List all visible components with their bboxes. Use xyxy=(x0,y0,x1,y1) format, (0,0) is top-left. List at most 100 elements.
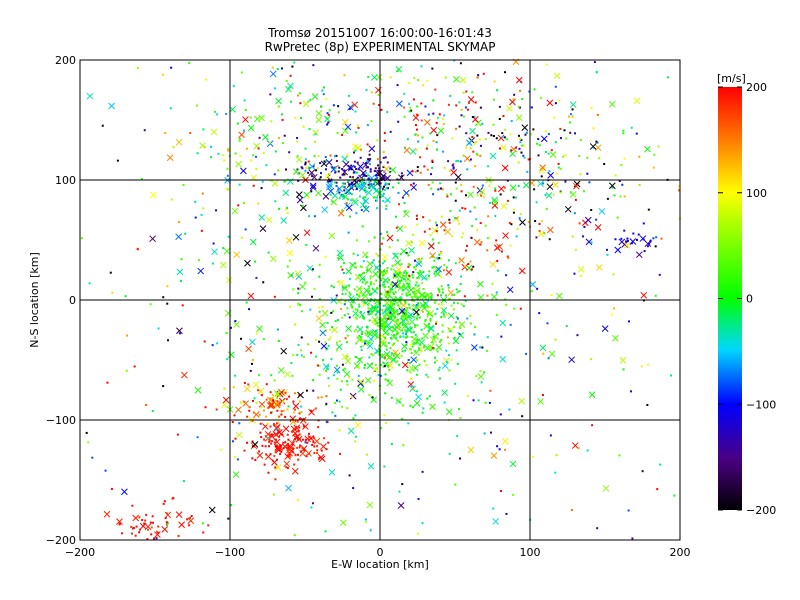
scatter-point-dot xyxy=(164,131,167,134)
scatter-point-dot xyxy=(283,180,286,183)
scatter-point-dot xyxy=(379,161,382,164)
scatter-point-dot xyxy=(605,248,608,251)
scatter-point-dot xyxy=(368,163,371,166)
scatter-point-dot xyxy=(305,158,308,161)
scatter-point-dot xyxy=(519,141,522,144)
scatter-point-dot xyxy=(536,287,539,290)
scatter-point-dot xyxy=(365,453,368,456)
scatter-point-dot xyxy=(368,153,371,156)
scatter-point-dot xyxy=(548,238,551,241)
scatter-point-dot xyxy=(429,317,432,320)
scatter-point-dot xyxy=(436,116,439,119)
scatter-point-dot xyxy=(519,89,522,92)
scatter-point-dot xyxy=(494,189,497,192)
scatter-point-dot xyxy=(320,449,323,452)
scatter-point-dot xyxy=(408,103,411,106)
scatter-point-dot xyxy=(298,426,301,429)
scatter-point-x xyxy=(235,406,242,414)
scatter-point-dot xyxy=(427,376,430,379)
scatter-point-dot xyxy=(348,277,351,280)
scatter-point-dot xyxy=(233,414,236,417)
scatter-point-dot xyxy=(418,289,421,292)
scatter-point-dot xyxy=(351,177,354,180)
scatter-point-dot xyxy=(477,122,480,125)
scatter-point-dot xyxy=(182,183,185,186)
scatter-point-dot xyxy=(622,368,625,371)
scatter-point-dot xyxy=(252,411,255,414)
scatter-point-dot xyxy=(310,190,313,193)
scatter-point-dot xyxy=(435,224,438,227)
scatter-point-dot xyxy=(261,444,264,447)
scatter-point-dot xyxy=(503,136,506,139)
scatter-point-dot xyxy=(452,301,455,304)
scatter-point-dot xyxy=(131,504,134,507)
scatter-point-dot xyxy=(398,280,401,283)
scatter-point-dot xyxy=(203,145,206,148)
scatter-point-dot xyxy=(439,182,442,185)
scatter-point-dot xyxy=(383,414,386,417)
scatter-point-dot xyxy=(376,139,379,142)
scatter-point-dot xyxy=(655,236,658,239)
scatter-point-dot xyxy=(475,375,478,378)
scatter-point-dot xyxy=(409,371,412,374)
scatter-point-dot xyxy=(412,299,415,302)
scatter-point-dot xyxy=(643,250,646,253)
scatter-point-dot xyxy=(397,321,400,324)
scatter-point-dot xyxy=(449,330,452,333)
scatter-point-x xyxy=(493,244,501,252)
scatter-point-dot xyxy=(395,319,398,322)
scatter-point-dot xyxy=(408,362,411,365)
scatter-point-dot xyxy=(379,374,382,377)
scatter-point-x xyxy=(315,110,323,117)
scatter-point-dot xyxy=(314,338,317,341)
scatter-point-dot xyxy=(246,441,249,444)
scatter-point-dot xyxy=(369,283,372,286)
scatter-point-dot xyxy=(368,393,371,396)
scatter-point-dot xyxy=(441,288,444,291)
scatter-point-dot xyxy=(384,373,387,376)
scatter-point-dot xyxy=(616,216,619,219)
scatter-point-dot xyxy=(416,324,419,327)
scatter-point-dot xyxy=(318,178,321,181)
scatter-point-dot xyxy=(500,250,503,253)
scatter-point-x xyxy=(403,146,411,154)
scatter-point-dot xyxy=(401,329,404,332)
scatter-point-dot xyxy=(554,102,557,105)
scatter-point-dot xyxy=(326,112,329,115)
scatter-point-dot xyxy=(359,180,362,183)
scatter-point-dot xyxy=(389,311,392,314)
scatter-point-dot xyxy=(374,188,377,191)
scatter-point-dot xyxy=(595,71,598,74)
scatter-point-dot xyxy=(442,123,445,126)
scatter-point-dot xyxy=(375,308,378,311)
scatter-point-dot xyxy=(281,118,284,121)
scatter-point-dot xyxy=(383,324,386,327)
scatter-point-dot xyxy=(343,314,346,317)
scatter-point-dot xyxy=(243,449,246,452)
scatter-point-dot xyxy=(520,138,523,141)
scatter-point-dot xyxy=(407,303,410,306)
scatter-point-x xyxy=(467,446,475,454)
scatter-point-x xyxy=(418,339,426,346)
scatter-point-dot xyxy=(255,167,258,170)
scatter-point-dot xyxy=(288,305,291,308)
scatter-point-x xyxy=(321,206,329,214)
scatter-point-dot xyxy=(372,259,375,262)
scatter-point-dot xyxy=(362,316,365,319)
scatter-point-dot xyxy=(462,91,465,94)
scatter-point-dot xyxy=(328,180,331,183)
scatter-point-dot xyxy=(325,348,328,351)
scatter-point-dot xyxy=(380,108,383,111)
scatter-point-dot xyxy=(170,198,173,201)
scatter-point-dot xyxy=(350,304,353,307)
scatter-point-dot xyxy=(436,256,439,259)
scatter-point-dot xyxy=(355,239,358,242)
scatter-point-dot xyxy=(231,440,234,443)
scatter-point-dot xyxy=(226,167,229,170)
scatter-point-dot xyxy=(363,301,366,304)
scatter-point-x xyxy=(539,164,546,171)
scatter-point-dot xyxy=(412,233,415,236)
scatter-point-dot xyxy=(164,517,167,520)
scatter-point-dot xyxy=(384,183,387,186)
scatter-point-dot xyxy=(308,196,311,199)
